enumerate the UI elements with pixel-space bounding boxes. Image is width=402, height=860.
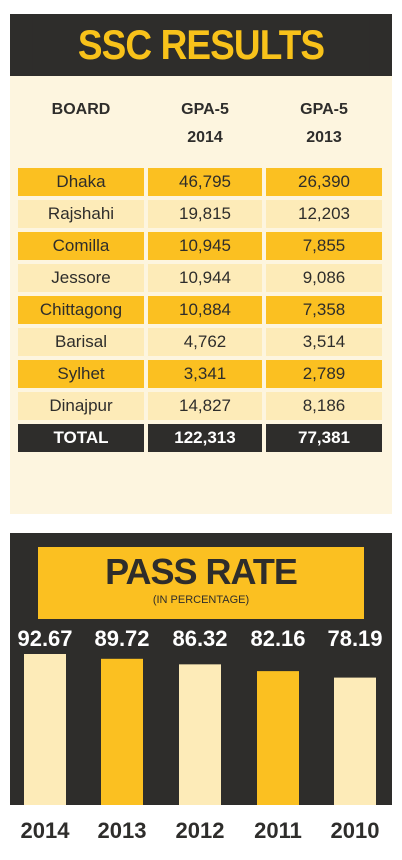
gpa5-2014-cell: 14,827 (148, 392, 262, 420)
board-cell: Barisal (18, 328, 144, 356)
gpa5-2014-cell: 3,341 (148, 360, 262, 388)
bar-2013 (101, 658, 143, 805)
gpa5-2014-cell: 4,762 (148, 328, 262, 356)
bar-2010 (334, 677, 376, 805)
ssc-results-table: SSC RESULTS BOARD GPA-5 2014 GPA-5 2013 … (10, 14, 392, 514)
bar-2014 (24, 654, 66, 805)
pass-rate-banner: PASS RATE (IN PERCENTAGE) (38, 547, 364, 619)
header-gpa5-2014: GPA-5 2014 (181, 101, 229, 146)
board-cell: TOTAL (18, 424, 144, 452)
value-label-2014: 92.67 (17, 626, 72, 651)
ssc-title: SSC RESULTS (32, 14, 370, 76)
gpa5-2014-cell: 46,795 (148, 168, 262, 196)
table-row: Chittagong 10,884 7,358 (18, 296, 382, 324)
gpa5-2014-cell: 19,815 (148, 200, 262, 228)
gpa5-2014-cell: 10,884 (148, 296, 262, 324)
board-cell: Dinajpur (18, 392, 144, 420)
gpa5-2013-cell: 77,381 (266, 424, 382, 452)
gpa5-2014-cell: 10,944 (148, 264, 262, 292)
value-label-2011: 82.16 (250, 626, 305, 651)
header-gpa5-2013: GPA-5 2013 (300, 101, 348, 146)
gpa5-2013-cell: 26,390 (266, 168, 382, 196)
table-row: Comilla 10,945 7,855 (18, 232, 382, 260)
value-label-2012: 86.32 (172, 626, 227, 651)
gpa5-2013-cell: 12,203 (266, 200, 382, 228)
ssc-title-bar: SSC RESULTS (10, 14, 392, 76)
board-cell: Chittagong (18, 296, 144, 324)
board-cell: Jessore (18, 264, 144, 292)
category-label-2013: 2013 (98, 818, 147, 843)
table-row: Jessore 10,944 9,086 (18, 264, 382, 292)
gpa5-2013-cell: 7,855 (266, 232, 382, 260)
gpa5-2014-cell: 122,313 (148, 424, 262, 452)
chart-subtitle: (IN PERCENTAGE) (152, 594, 250, 606)
bar-2012 (179, 664, 221, 805)
board-cell: Sylhet (18, 360, 144, 388)
category-label-2014: 2014 (21, 818, 71, 843)
category-label-2010: 2010 (331, 818, 380, 843)
table-row: Dinajpur 14,827 8,186 (18, 392, 382, 420)
board-cell: Rajshahi (18, 200, 144, 228)
header-board: BOARD (51, 101, 111, 118)
category-label-2012: 2012 (176, 818, 225, 843)
table-row: Barisal 4,762 3,514 (18, 328, 382, 356)
bar-2011 (257, 671, 299, 805)
gpa5-2014-cell: 10,945 (148, 232, 262, 260)
category-label-2011: 2011 (254, 818, 302, 843)
board-cell: Comilla (18, 232, 144, 260)
chart-title: PASS RATE (105, 551, 298, 592)
total-row: TOTAL 122,313 77,381 (18, 424, 382, 452)
gpa5-2013-cell: 9,086 (266, 264, 382, 292)
value-label-2010: 78.19 (327, 626, 382, 651)
gpa5-2013-cell: 7,358 (266, 296, 382, 324)
gpa5-2013-cell: 8,186 (266, 392, 382, 420)
table-row: Dhaka 46,795 26,390 (18, 168, 382, 196)
board-cell: Dhaka (18, 168, 144, 196)
table-row: Rajshahi 19,815 12,203 (18, 200, 382, 228)
value-label-2013: 89.72 (94, 626, 149, 651)
gpa5-2013-cell: 2,789 (266, 360, 382, 388)
table-row: Sylhet 3,341 2,789 (18, 360, 382, 388)
gpa5-2013-cell: 3,514 (266, 328, 382, 356)
